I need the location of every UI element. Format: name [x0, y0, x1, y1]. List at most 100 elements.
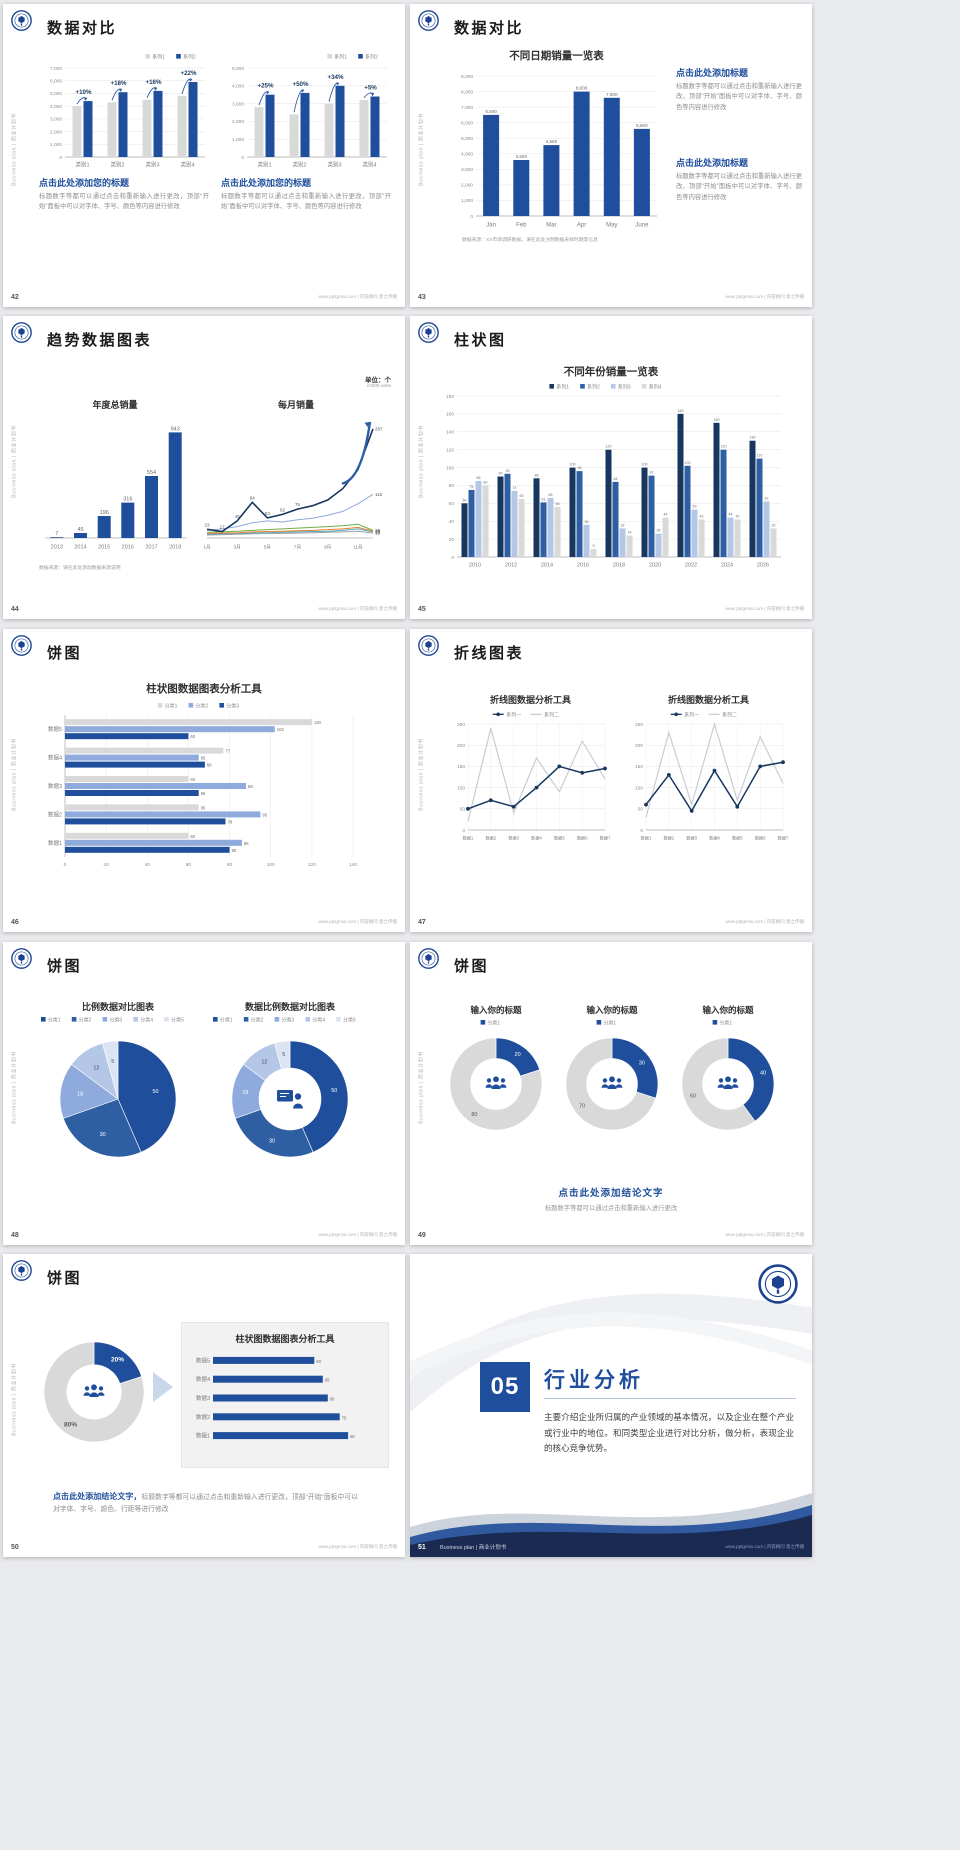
svg-text:7,600: 7,600: [606, 92, 618, 97]
data-source-note: 数据来源：请在此处添加数据来源说明: [39, 566, 121, 571]
svg-text:2,000: 2,000: [461, 183, 473, 189]
panel-body: 标题数字等都可以通过点击和重新输入进行更改，顶部“开始”面板中可以对字体、字号、…: [676, 173, 802, 201]
svg-text:数据6: 数据6: [577, 835, 588, 842]
svg-text:40: 40: [449, 519, 455, 525]
slide-title: 柱状图: [454, 332, 507, 349]
svg-text:75: 75: [342, 1415, 347, 1420]
svg-text:250: 250: [635, 722, 643, 728]
svg-text:11月: 11月: [353, 545, 362, 551]
slide-title: 饼图: [47, 958, 83, 975]
svg-text:7: 7: [55, 531, 58, 537]
footer-site-text: www.pptgmsu.com | 内容顾问 意之传播: [318, 1232, 397, 1237]
data-source-note: 数据来源：XX市场调研数据，请在此处注明数据采样时期等信息: [462, 238, 598, 243]
svg-text:60: 60: [463, 498, 467, 502]
svg-text:96: 96: [578, 466, 582, 470]
footer-site-text: www.pptgmsu.com | 内容顾问 意之传播: [725, 1232, 804, 1237]
svg-text:86: 86: [244, 841, 249, 846]
monthly-sales-bar-chart: 9,000 8,000 7,000 6,000 5,000 4,000 3,000 2,000…: [448, 62, 665, 235]
svg-text:75: 75: [470, 485, 474, 489]
svg-text:分类1: 分类1: [48, 1017, 61, 1024]
svg-text:6,000: 6,000: [461, 121, 473, 127]
svg-text:17: 17: [220, 525, 226, 530]
svg-text:30: 30: [269, 1139, 275, 1145]
slide-title: 饼图: [454, 958, 490, 975]
slide-42: Business plan | 商业计划书 数据对比 7,000 6,000 5,0…: [3, 4, 405, 307]
text-panel: 点击此处添加标题 标题数字等都可以通过点击和重新输入进行更改，顶部“开始”面板中…: [676, 156, 802, 203]
footer-site-text: www.pptgmsu.com | 内容顾问 意之传播: [725, 294, 804, 299]
svg-text:4,560: 4,560: [546, 139, 558, 144]
svg-text:77: 77: [225, 749, 230, 754]
sidebar-watermark-text: Business plan | 商业计划书: [418, 113, 425, 186]
svg-text:系列1: 系列1: [152, 54, 165, 61]
slide-48: Business plan | 商业计划书 饼图 比例数据对比图表 50 30 18…: [3, 942, 405, 1245]
slide-51: 05 行业分析 主要介绍企业所归属的产业领域的基本情况，以及企业在整个产业或行业…: [410, 1254, 812, 1557]
donut-chart-panel: 数据比例数据对比图表 50 30 18 12 5 分类1 分类2 分类3 分类4 分类5: [209, 1000, 371, 1170]
svg-text:196: 196: [100, 510, 109, 516]
svg-text:78: 78: [228, 819, 233, 824]
brand-emblem-icon: [418, 635, 439, 656]
slide-43: Business plan | 商业计划书 数据对比 不同日期销量一览表 9,0…: [410, 4, 812, 307]
svg-text:系列2: 系列2: [183, 54, 196, 61]
svg-text:分类4: 分类4: [140, 1017, 153, 1024]
svg-text:数据1: 数据1: [196, 1432, 210, 1440]
svg-text:2017: 2017: [145, 545, 157, 551]
svg-text:30: 30: [639, 1060, 645, 1066]
chart-title: 柱状图数据图表分析工具: [146, 683, 262, 695]
svg-text:数据5: 数据5: [196, 1356, 210, 1364]
pie-chart-panel: 比例数据对比图表 50 30 18 12 5 分类1 分类2 分类3 分类4 分类5: [37, 1000, 199, 1170]
svg-text:系列1: 系列1: [556, 384, 569, 391]
svg-text:数据4: 数据4: [709, 835, 720, 842]
svg-text:分类3: 分类3: [226, 703, 239, 710]
text-panel: 点击此处添加标题 标题数字等都可以通过点击和重新输入进行更改，顶部“开始”面板中…: [676, 66, 802, 113]
donut-column: 输入你的标题 40 60 分类1: [672, 1004, 784, 1153]
svg-text:2014: 2014: [541, 563, 553, 569]
svg-text:+50%: +50%: [293, 81, 309, 88]
brand-emblem-icon: [11, 948, 32, 969]
svg-text:分类2: 分类2: [195, 703, 208, 710]
svg-text:76: 76: [295, 502, 301, 507]
svg-text:2013: 2013: [51, 545, 63, 551]
unit-label-en: in'000 units: [366, 384, 391, 389]
svg-text:200: 200: [635, 743, 643, 749]
donut-chart-percentage: 20% 80%: [31, 1332, 161, 1459]
brand-emblem-icon: [418, 948, 439, 969]
svg-text:60: 60: [190, 777, 195, 782]
svg-text:June: June: [635, 223, 649, 229]
sidebar-watermark-text: Business plan | 商业计划书: [11, 1051, 18, 1124]
panel-body: 标题数字等都可以通过点击和重新输入进行更改，顶部“开始”面板中可以对字体、字号、…: [676, 83, 802, 111]
page-number: 50: [11, 1544, 19, 1551]
svg-text:数据1: 数据1: [641, 835, 652, 842]
footer-label: Business plan | 商业计划书: [440, 1545, 507, 1551]
svg-text:287: 287: [375, 427, 383, 432]
svg-text:9,000: 9,000: [461, 74, 473, 80]
footer-site-text: www.pptgmsu.com | 内容顾问 意之传播: [725, 1544, 804, 1549]
svg-text:1月: 1月: [203, 545, 210, 551]
line-chart-panel: 折线图数据分析工具 250 200 150 100 50 0 数据1 数据2 数据3 数据4 数据5…: [626, 693, 791, 848]
donut-column: 输入你的标题 20 80 分类1: [440, 1004, 552, 1153]
svg-text:65: 65: [201, 791, 206, 796]
svg-text:系列4: 系列4: [649, 384, 662, 391]
svg-text:系列2: 系列2: [587, 384, 600, 391]
svg-text:12: 12: [93, 1065, 99, 1071]
panel-heading: 点击此处添加标题: [676, 68, 749, 78]
panel-heading: 点击此处添加您的标题: [221, 178, 312, 188]
svg-text:4,000: 4,000: [232, 84, 244, 90]
svg-text:5,000: 5,000: [50, 91, 62, 97]
conclusion-heading: 点击此处添加结论文字: [558, 1188, 664, 1199]
svg-text:42: 42: [700, 514, 704, 518]
horizontal-grouped-bar-chart: 0 20 40 60 80 100 120 140 数据5 120 102 60 数据4 77 65 68 数据…: [39, 699, 369, 874]
svg-text:数据3: 数据3: [686, 835, 697, 842]
svg-text:16: 16: [375, 530, 381, 535]
text-panel: 点击此处添加您的标题 标题数字等都可以通过点击和重新输入进行更改，顶部“开始”面…: [39, 176, 209, 213]
pie-chart: 50 30 18 12 5 分类1 分类2 分类3 分类4 分类5: [37, 1015, 199, 1170]
svg-text:250: 250: [457, 722, 465, 728]
svg-text:类别4: 类别4: [180, 161, 194, 169]
svg-text:+16%: +16%: [146, 79, 162, 86]
line-chart-left: 250 200 150 100 50 0 数据1 数据2 数据3 数据4 数据5 数据6 数据7 系列一 系…: [448, 708, 613, 848]
svg-text:554: 554: [147, 470, 156, 476]
donut-chart-3: 40 60 分类1: [672, 1018, 784, 1153]
svg-text:20: 20: [515, 1052, 521, 1058]
svg-text:65: 65: [325, 1378, 330, 1383]
svg-text:1,000: 1,000: [461, 198, 473, 204]
svg-text:68: 68: [330, 1397, 335, 1402]
